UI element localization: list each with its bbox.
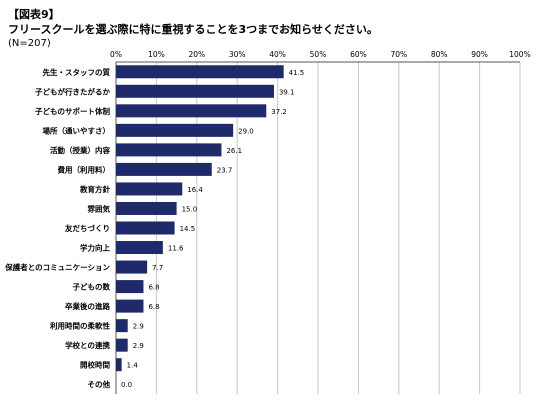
- x-tick-label: 60%: [350, 50, 367, 59]
- data-label: 2.9: [133, 342, 144, 350]
- data-label: 1.4: [127, 362, 139, 370]
- chart-title: フリースクールを選ぶ際に特に重視することを3つまでお知らせください。: [8, 23, 378, 36]
- bar: [116, 65, 284, 79]
- category-label: その他: [88, 379, 111, 389]
- x-tick-label: 10%: [148, 50, 165, 59]
- x-tick-label: 0%: [110, 50, 122, 59]
- data-label: 23.7: [217, 166, 233, 174]
- data-label: 0.0: [121, 381, 132, 389]
- x-tick-label: 80%: [431, 50, 448, 59]
- category-label: 保護者とのコミュニケーション: [4, 262, 110, 272]
- bar: [116, 299, 144, 313]
- bar: [116, 182, 183, 196]
- data-label: 2.9: [133, 323, 144, 331]
- x-tick-label: 70%: [390, 50, 407, 59]
- bar: [116, 143, 222, 157]
- sample-size-note: (N=207): [8, 38, 51, 49]
- bar: [116, 201, 177, 215]
- bar: [116, 358, 122, 372]
- data-label: 6.8: [148, 303, 159, 311]
- data-label: 39.1: [279, 88, 295, 96]
- data-label: 15.0: [182, 205, 198, 213]
- category-label: 教育方針: [79, 184, 110, 194]
- data-label: 26.1: [226, 147, 242, 155]
- data-label: 11.6: [168, 245, 184, 253]
- bar: [116, 338, 128, 352]
- data-label: 6.8: [148, 284, 159, 292]
- figure-label: 【図表9】: [8, 8, 60, 21]
- data-label: 37.2: [271, 108, 287, 116]
- data-label: 29.0: [238, 127, 254, 135]
- data-label: 14.5: [180, 225, 196, 233]
- bar: [116, 241, 163, 255]
- bar: [116, 319, 128, 333]
- category-label: 雰囲気: [88, 203, 111, 213]
- category-label: 場所（通いやすさ）: [43, 125, 111, 135]
- x-tick-label: 90%: [471, 50, 488, 59]
- x-tick-label: 20%: [188, 50, 205, 59]
- bar: [116, 280, 144, 294]
- category-label: 利用時間の柔軟性: [49, 321, 110, 331]
- category-label: 活動（授業）内容: [50, 145, 110, 155]
- data-label: 41.5: [289, 69, 305, 77]
- bar: [116, 104, 267, 118]
- x-tick-label: 50%: [310, 50, 327, 59]
- bar: [116, 84, 274, 98]
- data-label: 7.7: [152, 264, 163, 272]
- bar: [116, 221, 175, 235]
- x-tick-label: 30%: [229, 50, 246, 59]
- category-label: 学校との連携: [65, 340, 110, 350]
- x-tick-label: 40%: [269, 50, 286, 59]
- category-label: 子どものサポート体制: [35, 106, 110, 116]
- category-label: 子どもの数: [73, 282, 111, 292]
- category-label: 学力向上: [80, 243, 110, 253]
- bar: [116, 162, 212, 176]
- category-label: 子どもが行きたがるか: [35, 86, 110, 96]
- x-tick-label: 100%: [509, 50, 530, 59]
- category-label: 費用（利用料）: [58, 164, 111, 174]
- bar: [116, 260, 148, 274]
- category-label: 先生・スタッフの質: [43, 67, 111, 77]
- category-label: 卒業後の進路: [65, 301, 110, 311]
- data-label: 16.4: [187, 186, 203, 194]
- category-label: 友だちづくり: [64, 223, 110, 233]
- category-label: 開校時間: [80, 360, 110, 370]
- bar: [116, 123, 234, 137]
